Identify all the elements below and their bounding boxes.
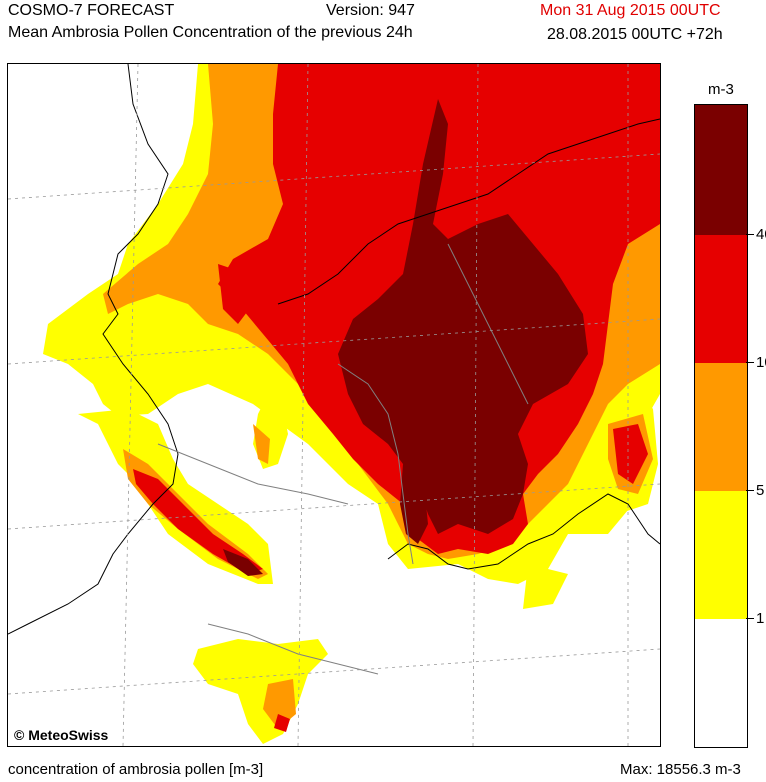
legend-tick-5 [746,490,754,491]
max-value: Max: 18556.3 m-3 [620,761,741,778]
run-time: 28.08.2015 00UTC +72h [547,26,723,43]
legend-band-1 [695,491,747,619]
legend-label-10: 10 [756,354,766,371]
legend-tick-40 [746,234,754,235]
legend-tick-1 [746,618,754,619]
footer-caption: concentration of ambrosia pollen [m-3] [8,761,264,778]
legend-color-bar [694,104,748,748]
graticule-lines [8,64,660,746]
legend-label-5: 5 [756,482,765,499]
product-title: COSMO-7 FORECAST [8,2,175,19]
river-lines [157,243,529,675]
legend-band-5 [695,363,747,491]
legend-band-below [695,619,747,747]
legend-label-40: 40 [756,226,766,243]
forecast-map[interactable]: © MeteoSwiss [7,63,661,747]
version-label: Version: 947 [326,2,415,19]
map-canvas [8,64,660,746]
geographic-lines [8,64,660,635]
map-subtitle: Mean Ambrosia Pollen Concentration of th… [8,24,413,41]
legend-label-1: 1 [756,610,765,627]
legend-tick-10 [746,362,754,363]
legend-band-10 [695,235,747,363]
copyright-label: © MeteoSwiss [14,727,109,743]
valid-time: Mon 31 Aug 2015 00UTC [540,2,721,19]
legend-band-40 [695,105,747,235]
legend-unit: m-3 [708,81,734,98]
